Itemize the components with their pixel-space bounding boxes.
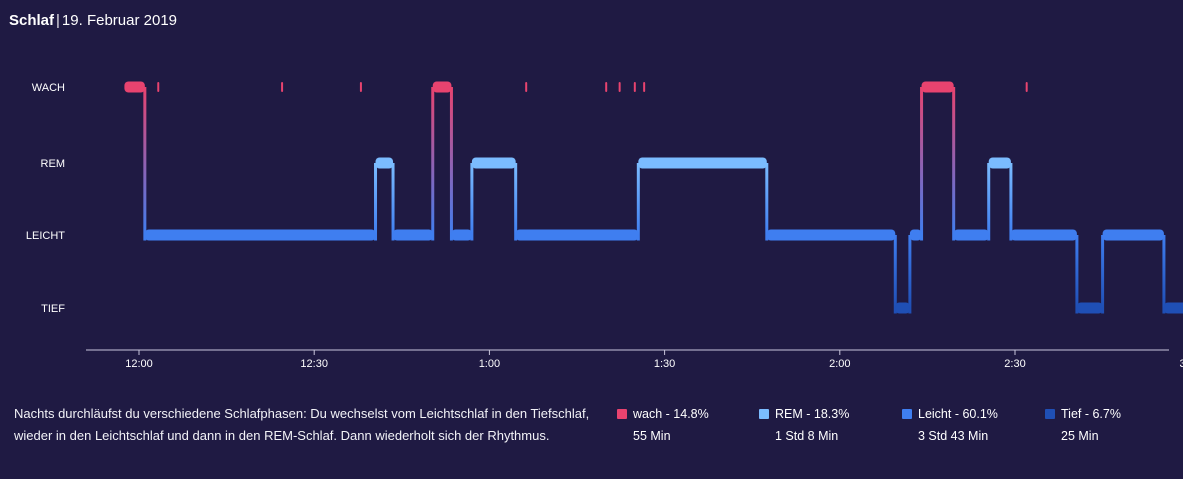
- stage-transition: [374, 163, 378, 241]
- brief-wake-mark: [618, 82, 621, 92]
- title-separator: |: [56, 12, 60, 29]
- page-date: 19. Februar 2019: [61, 12, 177, 29]
- stage-segment-leicht: [451, 229, 472, 241]
- stage-segment-rem: [471, 157, 516, 169]
- stage-segment-wach: [432, 81, 452, 93]
- y-label-leicht: LEICHT: [26, 230, 65, 242]
- brief-wake-mark: [157, 82, 160, 92]
- x-tick-label: 12:30: [300, 358, 328, 370]
- stage-segment-leicht: [393, 229, 433, 241]
- stage-transition: [1101, 235, 1105, 314]
- brief-wake-mark: [605, 82, 608, 92]
- stage-transition: [143, 87, 147, 241]
- brief-wake-mark: [1025, 82, 1028, 92]
- y-label-tief: TIEF: [41, 303, 65, 315]
- brief-wake-mark: [633, 82, 636, 92]
- stage-transition: [1162, 235, 1166, 314]
- brief-wake-mark: [281, 82, 284, 92]
- stage-segment-leicht: [766, 229, 896, 241]
- x-tick-label: 12:00: [125, 358, 153, 370]
- y-label-rem: REM: [41, 158, 65, 170]
- x-tick-label: 1:00: [479, 358, 500, 370]
- stage-segment-tief: [1163, 302, 1183, 314]
- stage-transition: [893, 235, 897, 314]
- stage-transition: [987, 163, 991, 241]
- stage-segment-leicht: [953, 229, 989, 241]
- stage-segment-rem: [375, 157, 394, 169]
- x-tick-label: 1:30: [654, 358, 675, 370]
- stage-transition: [765, 163, 769, 241]
- stage-segment-rem: [988, 157, 1011, 169]
- stage-segment-rem: [638, 157, 767, 169]
- stage-transition: [470, 163, 474, 241]
- brief-wake-mark: [359, 82, 362, 92]
- x-tick-label: 3:00: [1179, 358, 1183, 370]
- stage-transition: [952, 87, 956, 241]
- stage-segment-wach: [124, 81, 145, 93]
- stage-segment-leicht: [515, 229, 639, 241]
- stage-segment-tief: [1076, 302, 1103, 314]
- stage-transition: [1075, 235, 1079, 314]
- stage-segment-leicht: [1010, 229, 1077, 241]
- stage-segment-leicht: [144, 229, 376, 241]
- stage-segment-wach: [921, 81, 954, 93]
- x-tick-label: 2:00: [829, 358, 850, 370]
- stage-transition: [514, 163, 518, 241]
- stage-segment-leicht: [1102, 229, 1164, 241]
- stage-transition: [449, 87, 453, 241]
- brief-wake-mark: [643, 82, 646, 92]
- stage-transition: [1009, 163, 1013, 241]
- chart-description: Nachts durchläufst du verschiedene Schla…: [14, 406, 590, 443]
- stage-transition: [908, 235, 912, 314]
- page-title: Schlaf: [9, 12, 55, 29]
- x-tick-label: 2:30: [1004, 358, 1025, 370]
- stage-transition: [920, 87, 924, 241]
- stage-transition: [431, 87, 435, 241]
- stage-segment-leicht: [909, 229, 922, 241]
- stage-segment-tief: [895, 302, 910, 314]
- brief-wake-mark: [525, 82, 528, 92]
- stage-transition: [391, 163, 395, 241]
- page-header: Schlaf | 19. Februar 2019: [9, 12, 177, 29]
- stage-transition: [636, 163, 640, 241]
- y-label-wach: WACH: [32, 82, 65, 94]
